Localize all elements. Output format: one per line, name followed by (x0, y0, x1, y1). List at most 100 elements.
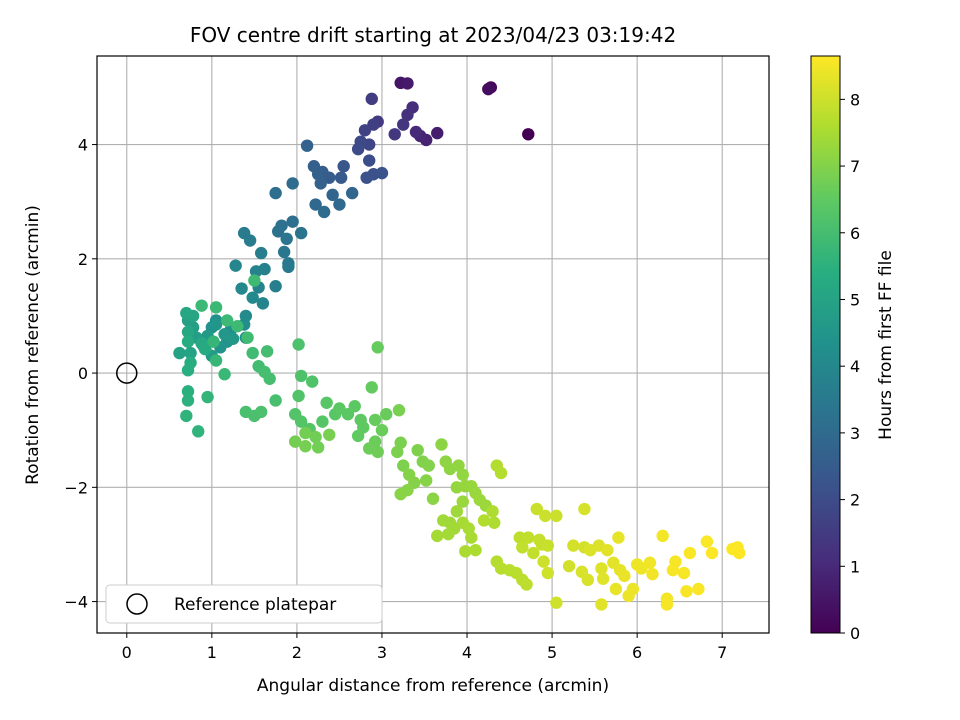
colorbar-tick-label: 7 (850, 157, 860, 176)
data-point (618, 569, 631, 583)
colorbar-tick-label: 3 (850, 424, 860, 443)
data-point (348, 399, 361, 413)
x-tick-label: 4 (462, 643, 472, 662)
data-point (231, 320, 244, 333)
data-point (309, 430, 322, 444)
data-point (419, 474, 433, 487)
data-point (288, 435, 302, 448)
data-point (397, 118, 410, 131)
data-point (733, 546, 746, 560)
colorbar-tick-label: 0 (850, 624, 860, 643)
data-point (456, 468, 469, 481)
data-point (450, 505, 464, 518)
data-point (235, 282, 248, 295)
data-point (351, 142, 365, 156)
data-point (209, 301, 223, 314)
data-point (692, 582, 705, 596)
data-point (271, 225, 285, 238)
data-point (363, 154, 376, 167)
data-point (371, 341, 384, 354)
data-point (300, 139, 314, 152)
data-point (254, 246, 268, 260)
data-point (243, 234, 257, 247)
data-point (368, 413, 382, 427)
reference-platepar-marker (116, 362, 138, 384)
data-point (411, 443, 424, 457)
data-point (660, 598, 674, 611)
data-point (388, 128, 401, 141)
data-point (323, 428, 336, 441)
data-point (482, 82, 495, 96)
y-tick-label: 4 (78, 136, 88, 155)
y-tick-label: 2 (78, 250, 88, 269)
y-tick-label: −4 (64, 593, 88, 612)
data-point (184, 346, 197, 360)
data-point (537, 555, 550, 568)
data-point (294, 415, 308, 428)
data-point (256, 297, 270, 310)
data-point (286, 215, 299, 228)
data-point (401, 77, 414, 90)
data-point (494, 466, 508, 480)
data-point (282, 260, 295, 274)
data-point (263, 372, 276, 385)
data-point (326, 188, 339, 202)
data-point (596, 572, 610, 585)
data-point (626, 582, 640, 596)
data-point (530, 502, 543, 516)
x-axis-label: Angular distance from reference (arcmin) (257, 676, 609, 696)
data-point (294, 226, 308, 240)
data-point (426, 492, 440, 505)
data-point (360, 171, 373, 184)
data-point (241, 331, 254, 344)
data-point (181, 394, 195, 407)
data-point (527, 546, 540, 560)
data-point (306, 375, 319, 388)
data-point (700, 535, 714, 548)
data-point (181, 335, 195, 348)
data-point (277, 245, 291, 259)
data-point (459, 545, 472, 558)
colorbar-tick-label: 8 (850, 90, 860, 109)
colorbar (810, 55, 841, 634)
data-point (488, 516, 501, 529)
data-point (435, 438, 448, 451)
data-point (371, 445, 384, 459)
data-point (456, 495, 469, 508)
data-point (316, 415, 329, 428)
data-point (309, 198, 322, 211)
data-point (254, 405, 268, 419)
x-tick-label: 7 (717, 643, 727, 662)
data-point (173, 346, 186, 360)
data-point (209, 354, 223, 367)
colorbar-tick-label: 1 (850, 557, 860, 576)
data-point (311, 441, 325, 454)
y-axis-label: Rotation from reference (arcmin) (23, 205, 43, 485)
data-point (397, 459, 410, 472)
data-point (292, 389, 305, 403)
data-point (317, 205, 331, 219)
data-point (201, 390, 214, 404)
data-point (226, 332, 240, 345)
legend-entry-reference: Reference platepar (174, 595, 336, 615)
data-point (375, 423, 389, 437)
data-point (229, 259, 242, 272)
data-point (299, 439, 312, 453)
data-point (431, 126, 444, 140)
data-point (601, 543, 614, 557)
colorbar-tick-label: 4 (850, 357, 860, 376)
data-point (401, 108, 414, 122)
data-point (595, 562, 608, 575)
colorbar-ticks: 0 1 2 3 4 5 6 7 8 (840, 90, 860, 643)
colorbar-tick-label: 6 (850, 224, 860, 243)
data-point (522, 531, 535, 544)
colorbar-label: Hours from first FF file (876, 250, 896, 440)
x-tick-label: 1 (207, 643, 217, 662)
data-point (705, 546, 719, 560)
legend-marker (126, 593, 148, 615)
data-point (375, 166, 389, 180)
data-point (486, 505, 499, 518)
data-point (392, 403, 406, 417)
data-point (365, 92, 378, 106)
data-point (365, 381, 378, 394)
